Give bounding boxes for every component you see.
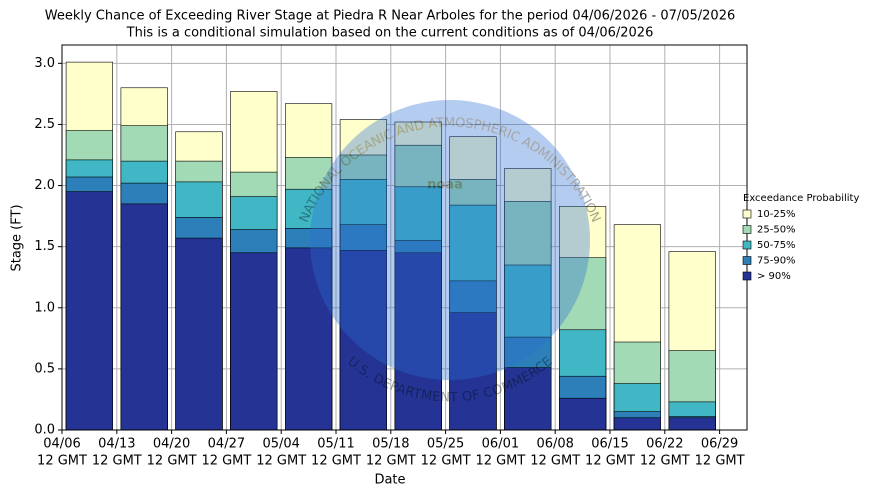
bars <box>65 61 716 431</box>
legend-swatch <box>742 240 752 250</box>
x-tick-label: 05/04 <box>262 437 299 452</box>
y-tick-label: 2.0 <box>34 178 55 193</box>
x-tick-label: 06/22 <box>646 437 683 452</box>
y-tick-label: 1.5 <box>34 239 55 254</box>
bar <box>559 397 607 431</box>
y-axis-label: Stage (FT) <box>10 204 25 271</box>
x-tick-label: 06/15 <box>591 437 628 452</box>
y-tick-label: 2.5 <box>34 117 55 132</box>
x-tick-label: 04/20 <box>153 437 190 452</box>
x-tick-label: 05/11 <box>317 437 354 452</box>
bar <box>65 191 113 431</box>
x-tick-label: 12 GMT <box>37 454 87 469</box>
watermark-logo-text: noaa <box>427 178 463 193</box>
bar <box>668 417 716 431</box>
bar <box>504 367 552 431</box>
legend-label: > 90% <box>757 271 791 282</box>
x-tick-label: 12 GMT <box>695 454 745 469</box>
x-tick-label: 06/08 <box>536 437 573 452</box>
legend-label: 25-50% <box>757 225 796 236</box>
y-tick-label: 0.5 <box>34 361 55 376</box>
x-tick-label: 04/27 <box>208 437 245 452</box>
legend-label: 10-25% <box>757 209 796 220</box>
bar <box>394 252 442 431</box>
x-tick-label: 12 GMT <box>475 454 525 469</box>
legend-swatch <box>742 271 752 281</box>
x-tick-label: 04/06 <box>43 437 80 452</box>
x-tick-label: 12 GMT <box>585 454 635 469</box>
x-tick-label: 12 GMT <box>311 454 361 469</box>
x-axis-label: Date <box>374 473 405 488</box>
x-tick-label: 12 GMT <box>256 454 306 469</box>
legend-swatch <box>742 256 752 265</box>
x-tick-label: 12 GMT <box>421 454 471 469</box>
bar <box>230 252 278 431</box>
x-tick-label: 05/25 <box>427 437 464 452</box>
legend: Exceedance Probability 10-25% 25-50% 50-75%… <box>742 193 859 282</box>
x-tick-label: 06/29 <box>701 437 738 452</box>
x-tick-label: 05/18 <box>372 437 409 452</box>
chart-subtitle: This is a conditional simulation based o… <box>126 26 654 41</box>
legend-swatch <box>742 209 752 219</box>
chart-title: Weekly Chance of Exceeding River Stage a… <box>45 9 736 24</box>
x-tick-label: 04/13 <box>98 437 135 452</box>
y-tick-label: 0.0 <box>34 423 55 438</box>
x-tick-label: 12 GMT <box>640 454 690 469</box>
legend-label: 75-90% <box>757 256 796 267</box>
x-tick-label: 12 GMT <box>366 454 416 469</box>
x-tick-label: 12 GMT <box>92 454 142 469</box>
y-tick-label: 3.0 <box>34 56 55 71</box>
y-tick-label: 1.0 <box>34 300 55 315</box>
x-tick-label: 12 GMT <box>530 454 580 469</box>
watermark-logo <box>310 100 590 380</box>
x-tick-label: 12 GMT <box>147 454 197 469</box>
bar <box>613 417 661 431</box>
watermark: NATIONAL OCEANIC AND ATMOSPHERIC ADMINIS… <box>296 100 604 405</box>
x-tick-label: 06/01 <box>482 437 519 452</box>
legend-label: 50-75% <box>757 240 796 251</box>
x-tick-label: 12 GMT <box>201 454 251 469</box>
bar <box>175 237 223 431</box>
plot-frame <box>61 44 748 431</box>
bar <box>285 247 333 431</box>
legend-title: Exceedance Probability <box>743 193 859 204</box>
bar <box>120 203 168 431</box>
legend-swatch <box>742 225 752 234</box>
